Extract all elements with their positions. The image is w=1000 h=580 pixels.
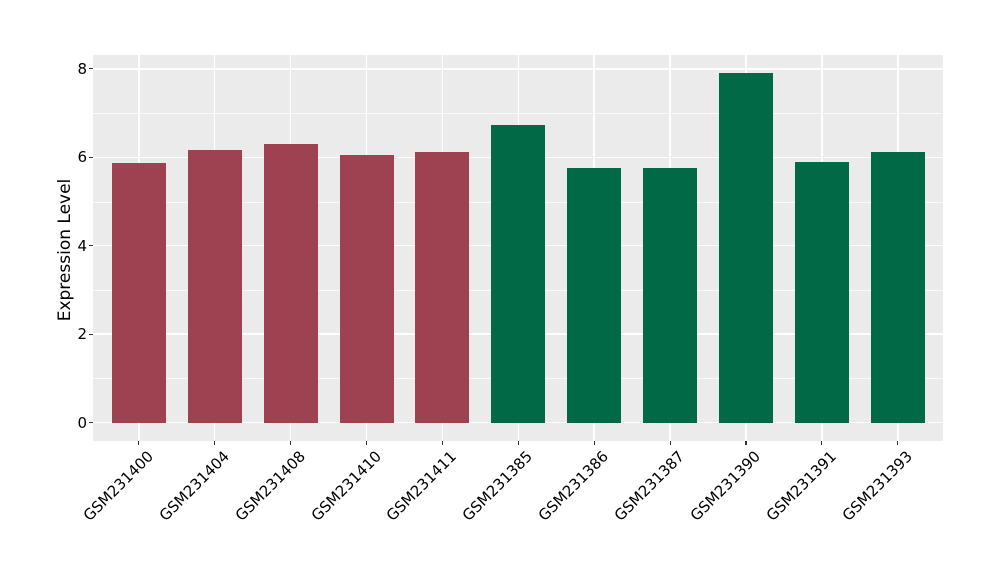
- x-tick-mark-GSM231391: [821, 441, 823, 445]
- x-tick-mark-GSM231386: [593, 441, 595, 445]
- y-tick-mark-8: [89, 68, 93, 70]
- bar-GSM231385: [491, 125, 546, 423]
- bar-GSM231411: [415, 151, 470, 423]
- bar-GSM231410: [339, 155, 394, 423]
- x-tick-mark-GSM231385: [517, 441, 519, 445]
- bar-GSM231400: [111, 163, 166, 423]
- y-tick-label-4: 4: [77, 236, 87, 255]
- x-tick-mark-GSM231410: [365, 441, 368, 445]
- y-tick-mark-0: [89, 421, 93, 424]
- y-tick-mark-2: [89, 333, 93, 335]
- x-tick-mark-GSM231393: [897, 441, 899, 445]
- x-tick-mark-GSM231400: [138, 441, 140, 445]
- y-tick-label-0: 0: [77, 413, 87, 432]
- x-tick-mark-GSM231408: [290, 441, 292, 445]
- x-tick-mark-GSM231411: [441, 441, 443, 445]
- bar-GSM231408: [263, 144, 318, 423]
- y-tick-label-8: 8: [77, 59, 87, 78]
- bar-GSM231391: [794, 162, 849, 423]
- bar-GSM231386: [567, 167, 622, 423]
- x-tick-mark-GSM231404: [214, 441, 216, 445]
- bar-GSM231404: [187, 149, 242, 423]
- bar-GSM231387: [643, 167, 698, 423]
- plot-panel: [93, 55, 943, 441]
- bar-GSM231390: [719, 73, 773, 423]
- y-tick-label-2: 2: [77, 325, 87, 344]
- y-tick-mark-4: [89, 245, 93, 247]
- y-tick-mark-6: [89, 156, 93, 158]
- x-tick-mark-GSM231387: [669, 441, 671, 445]
- y-tick-label-6: 6: [77, 148, 87, 167]
- x-tick-mark-GSM231390: [745, 441, 747, 445]
- bar-GSM231393: [870, 152, 925, 423]
